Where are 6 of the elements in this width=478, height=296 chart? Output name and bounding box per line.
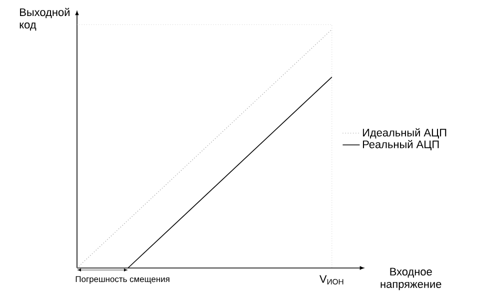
x-axis-title: Входное напряжение: [380, 268, 442, 290]
y-axis-title: Выходной код: [20, 8, 70, 31]
legend-label: Реальный АЦП: [362, 140, 439, 150]
text: Погрешность смещения: [76, 276, 170, 284]
legend-label: Идеальный АЦП: [362, 128, 446, 139]
text: V$_{ИОН}$: [320, 275, 344, 284]
